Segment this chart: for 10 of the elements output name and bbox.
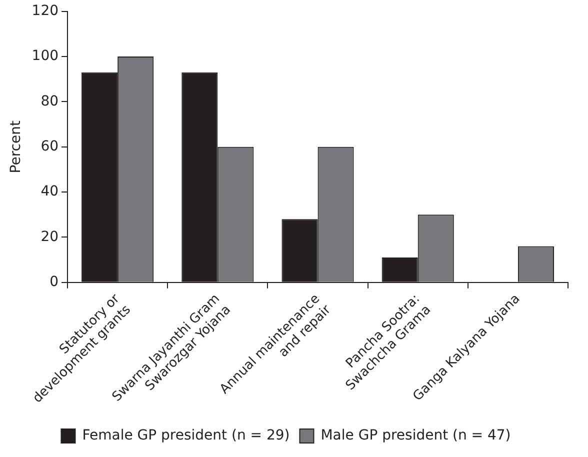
y-tick-label: 120 [32, 3, 59, 20]
legend-label: Male GP president (n = 47) [320, 428, 511, 444]
y-tick-label: 80 [40, 93, 59, 110]
y-tick-label: 40 [40, 184, 59, 200]
legend-label: Female GP president (n = 29) [82, 428, 290, 444]
y-tick-label: 60 [40, 138, 59, 154]
y-tick-label: 20 [40, 228, 59, 245]
y-tick-label: 0 [50, 274, 59, 290]
y-axis-title: Percent [8, 120, 24, 174]
y-tick-label: 100 [32, 48, 59, 64]
